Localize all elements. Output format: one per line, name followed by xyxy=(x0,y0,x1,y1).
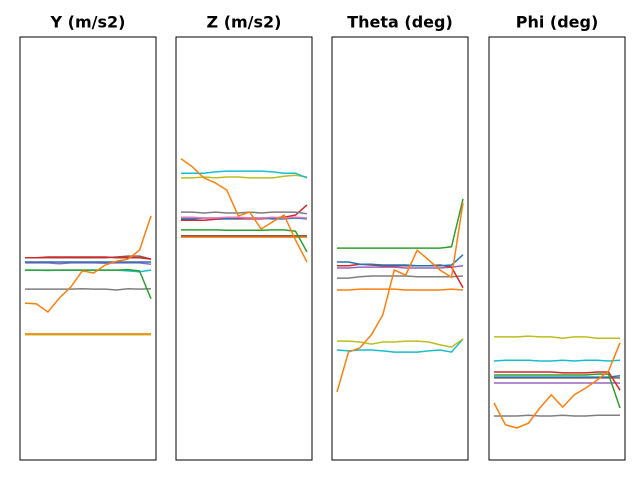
series-line xyxy=(494,371,621,391)
panel-frame xyxy=(331,36,469,461)
series-line xyxy=(25,287,152,291)
panel-title: Theta (deg) xyxy=(347,13,453,32)
panel-title: Z (m/s2) xyxy=(207,13,282,32)
series-line xyxy=(493,359,621,362)
panel-frame xyxy=(488,36,626,461)
series-line xyxy=(181,174,308,179)
series-line xyxy=(336,202,464,393)
series-line xyxy=(181,216,308,219)
series-line xyxy=(493,342,621,429)
series-line xyxy=(24,215,152,314)
panel-frame xyxy=(175,36,313,461)
series-line xyxy=(180,158,308,263)
series-line xyxy=(494,335,620,339)
series-line xyxy=(337,288,464,291)
series-line xyxy=(25,262,152,265)
panel-title: Y (m/s2) xyxy=(50,13,126,32)
series-line xyxy=(337,265,464,269)
series-line xyxy=(337,275,464,279)
panel-title: Phi (deg) xyxy=(516,13,599,32)
series-line xyxy=(494,373,621,409)
panel-frame xyxy=(19,36,157,461)
series-line xyxy=(181,211,308,215)
series-line xyxy=(494,414,620,417)
series-line xyxy=(337,254,464,267)
series-line xyxy=(494,375,621,378)
series-line xyxy=(336,338,464,353)
series-line xyxy=(25,268,152,300)
series-line xyxy=(337,338,464,348)
series-line xyxy=(337,198,464,249)
series-line xyxy=(181,204,308,221)
series-line xyxy=(181,170,308,179)
series-line xyxy=(181,229,308,253)
